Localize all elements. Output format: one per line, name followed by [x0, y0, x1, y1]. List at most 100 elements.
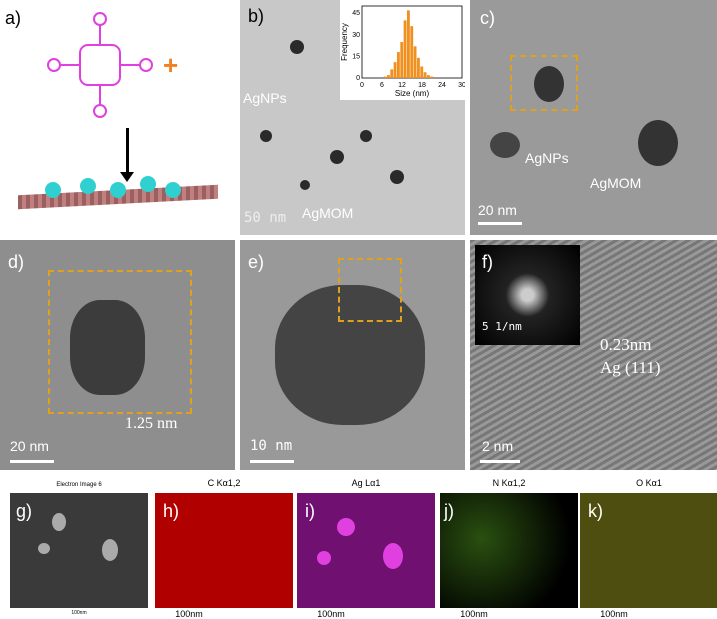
agmom-annotation: AgMOM [302, 205, 354, 221]
map-title: N Kα1,2 [492, 478, 526, 488]
x-tick-label: 30 [458, 82, 465, 89]
panel-d: d) 1.25 nm 20 nm [0, 240, 235, 470]
panel-label: g) [16, 501, 33, 521]
nanoparticle [337, 518, 355, 536]
histogram-bar [430, 76, 434, 78]
panel-e: e) 10 nm [240, 240, 465, 470]
histogram-bar [417, 57, 420, 78]
panel-h: h) [155, 493, 293, 608]
scale-bar-label: 100nm [175, 609, 203, 619]
arrow-down-icon [126, 128, 129, 176]
panel-label: i) [305, 501, 315, 521]
x-tick-label: 6 [380, 82, 384, 89]
panel-label: b) [248, 6, 265, 26]
tcpp-molecule-icon [47, 12, 153, 118]
scale-bar [478, 222, 522, 225]
histogram-bar [383, 76, 387, 78]
scale-bar-label: 50 nm [244, 210, 287, 226]
nanoparticle [534, 66, 564, 102]
panel-label: j) [444, 501, 454, 521]
panel-label: f) [482, 252, 493, 272]
panel-label: c) [480, 8, 495, 28]
y-tick-label: 45 [352, 10, 360, 17]
histogram-bar [387, 75, 390, 78]
nanoparticle [290, 40, 304, 54]
nanoparticle [638, 120, 678, 166]
product-label: Ag-AgMOM [78, 212, 157, 229]
agnps-annotation: AgNPs [243, 90, 287, 106]
panel-label: h) [163, 501, 180, 521]
histogram-bar [423, 72, 427, 78]
map-title: O Kα1 [636, 478, 662, 488]
x-tick-label: 18 [418, 82, 426, 89]
nanoparticle [70, 300, 145, 395]
highlight-box [48, 270, 192, 414]
x-axis-label: Size (nm) [395, 89, 430, 98]
fft-scale-label: 5 1/nm [482, 320, 522, 333]
lattice-plane: Ag (111) [600, 358, 661, 377]
agmom-annotation: AgMOM [590, 175, 642, 191]
histogram-bar [420, 66, 424, 78]
y-axis-label: Frequency [340, 23, 349, 61]
np-icon [140, 176, 156, 192]
fft-inset [475, 245, 580, 345]
histogram-bar [400, 42, 404, 78]
histogram-bar [427, 75, 430, 78]
nanoparticle [102, 539, 118, 561]
x-tick-label: 24 [438, 82, 446, 89]
panel-b: b) AgNPs AgMOM 50 nm 0 6 12 18 24 30 0 15 30 45 Si… [240, 0, 465, 235]
panel-label: k) [588, 501, 603, 521]
nanoparticle [260, 130, 272, 142]
nanoparticle [52, 513, 66, 531]
scale-bar-label: 100nm [460, 609, 488, 619]
y-tick-label: 15 [352, 53, 360, 60]
agnps-annotation: AgNPs [525, 150, 569, 166]
panel-g: g) [10, 493, 148, 608]
np-icon [80, 178, 96, 194]
lattice-spacing: 1.25 nm [125, 415, 178, 432]
scale-bar-label: 20 nm [10, 438, 49, 454]
y-tick-label: 30 [352, 32, 360, 39]
plus-icon: + [163, 50, 179, 80]
scale-bar-label: 10 nm [250, 438, 293, 454]
histogram-bar [393, 62, 397, 78]
nanoparticle [38, 543, 50, 554]
highlight-box [338, 258, 402, 322]
lattice-spacing: 0.23nm [600, 335, 652, 354]
histogram-bar [390, 69, 394, 78]
np-icon [110, 182, 126, 198]
map-title: Electron Image 6 [56, 482, 102, 488]
x-tick-label: 12 [398, 82, 406, 89]
histogram-bar [413, 46, 417, 78]
panel-label: e) [248, 252, 265, 272]
arrow-head [120, 172, 134, 182]
step-right: growth [140, 148, 186, 165]
scale-bar-label: 20 nm [478, 202, 517, 218]
histogram-bar [397, 52, 400, 78]
nanoparticle [300, 180, 310, 190]
nanoparticle [317, 551, 331, 565]
np-icon [45, 182, 61, 198]
panel-c: c) AgNPs AgMOM 20 nm [470, 0, 717, 235]
panel-label: d) [8, 252, 25, 272]
panel-label: a) [5, 8, 22, 28]
highlight-box [510, 55, 578, 111]
x-tick-label: 0 [360, 82, 364, 89]
scale-bar [250, 460, 294, 463]
step-left: In-situ [72, 148, 113, 165]
histogram-bar [410, 26, 414, 78]
panel-j: j) [440, 493, 578, 608]
panel-a: a) + Ag⁺ TCPP In-situ growth Ag-AgMOM [0, 0, 235, 235]
ion-label: Ag⁺ [188, 58, 217, 75]
histogram-inset: 0 6 12 18 24 30 0 15 30 45 Size (nm) Frequency [340, 0, 465, 100]
panel-k: k) [580, 493, 717, 608]
nanoparticle [390, 170, 404, 184]
nanoparticle [330, 150, 344, 164]
scale-bar [10, 460, 54, 463]
scale-bar-label: 100nm [71, 610, 87, 616]
map-title: Ag Lα1 [351, 478, 381, 488]
y-tick-label: 0 [356, 75, 360, 82]
np-icon [165, 182, 181, 198]
nanoparticle [360, 130, 372, 142]
histogram-bar [403, 20, 407, 78]
